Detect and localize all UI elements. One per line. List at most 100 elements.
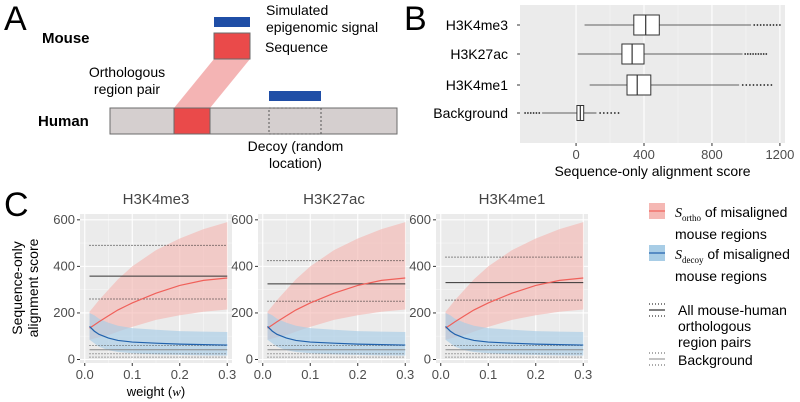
x-axis-label-close: ) (181, 384, 185, 399)
ortho-series-line (89, 277, 228, 329)
ortho-ribbon (445, 222, 584, 340)
legend-ortho-text: Sortho of misaligned mouse regions (675, 204, 787, 242)
y-axis-label-line2: alignment score (25, 238, 41, 337)
ortho-ribbon (267, 222, 406, 340)
outlier-point (752, 84, 755, 86)
mouse-label: Mouse (42, 30, 90, 47)
outlier-point (745, 84, 748, 86)
outlier-point (610, 112, 613, 114)
outlier-point (748, 84, 751, 86)
ortho-ribbon (89, 222, 228, 340)
outlier-point (757, 53, 760, 55)
decoy-series-line (267, 326, 406, 346)
y-tick-label: 0 (68, 352, 75, 367)
y-tick-label: 0 (424, 352, 431, 367)
orthologous-label: Orthologous region pair (88, 64, 166, 97)
outlier-point (617, 112, 620, 114)
outlier-point (746, 53, 749, 55)
box (621, 43, 645, 65)
facet-title: H3K4me1 (479, 191, 546, 208)
legend-decoy-prefix: S (675, 248, 682, 263)
legend-decoy-text: Sdecoy of misaligned mouse regions (675, 246, 790, 284)
y-tick-label: 200 (231, 305, 253, 320)
y-tick-label: 0 (246, 352, 253, 367)
x-tick-label: 0.0 (254, 367, 272, 382)
signal-label: Simulated epigenomic signal (266, 2, 379, 35)
outlier-point (779, 24, 781, 26)
x-tick-label: 400 (633, 147, 655, 162)
outlier-point (744, 53, 747, 55)
legend-ortho-prefix: S (675, 206, 682, 221)
outlier-point (759, 24, 762, 26)
outlier-point (741, 84, 744, 86)
ortho-series-line (445, 277, 584, 329)
x-tick-label: 0.0 (432, 367, 450, 382)
y-tick-label: 600 (53, 212, 75, 227)
x-tick-label: 0.3 (574, 367, 592, 382)
x-tick-label: 0 (572, 147, 579, 162)
outlier-point (759, 84, 762, 86)
x-tick-label: 0.2 (527, 367, 545, 382)
decoy-label: Decoy (random location) (247, 138, 344, 171)
box (626, 74, 652, 96)
orthologous-link (174, 59, 250, 108)
legend-decoy-sub: decoy (682, 254, 704, 265)
x-tick-label: 0.3 (396, 367, 414, 382)
legend-all-text: All mouse-human orthologous region pairs (678, 302, 787, 350)
ortho-series-line (267, 277, 406, 329)
outlier-point (775, 24, 778, 26)
y-axis-label: Sequence-onlyalignment score (9, 238, 41, 337)
outlier-point (756, 24, 759, 26)
outlier-point (763, 84, 766, 86)
sequence-label: Sequence (265, 39, 329, 55)
outlier-point (766, 84, 769, 86)
outlier-point (762, 24, 765, 26)
human-chromosome (109, 107, 398, 135)
outlier-point (613, 112, 616, 114)
outlier-point (770, 84, 773, 86)
legend-ortho-sub: ortho (682, 212, 701, 223)
decoy-series-line (445, 326, 584, 346)
x-tick-label: 0.1 (479, 367, 497, 382)
category-label: Background (433, 105, 508, 121)
panel-b-letter: B (404, 0, 427, 38)
panel-a-letter: A (4, 0, 27, 38)
legend-ortho-line2: mouse regions (675, 225, 767, 242)
outlier-point (606, 112, 609, 114)
panel-c-letter: C (4, 186, 29, 224)
outlier-point (766, 24, 768, 26)
legend-decoy-line2: mouse regions (675, 267, 767, 284)
outlier-point (753, 24, 756, 26)
decoy-box (268, 107, 322, 135)
box (633, 14, 660, 36)
category-label: H3K27ac (450, 46, 508, 62)
outlier-point (535, 112, 538, 114)
outlier-point (760, 53, 762, 55)
outlier-point (772, 24, 775, 26)
y-tick-label: 400 (53, 258, 75, 273)
panel-a-diagram (109, 17, 398, 135)
x-axis-label-text: weight ( (126, 384, 173, 399)
y-tick-label: 600 (231, 212, 253, 227)
outlier-point (599, 112, 602, 114)
outlier-point (538, 112, 541, 114)
outlier-point (754, 53, 757, 55)
boxplot-chart: 0 400 800 1200 H3K4me3 H3K27ac H3K4me1 Backgrou… (433, 5, 794, 179)
outlier-point (752, 53, 755, 55)
human-label: Human (38, 113, 89, 130)
x-tick-label: 1200 (765, 147, 794, 162)
mouse-signal-bar (214, 17, 250, 27)
legend-all-line2: orthologous (678, 318, 752, 334)
weight-line-charts: Sequence-onlyalignment score 0 200 400 600 0.… (9, 191, 592, 399)
outlier-point (532, 112, 535, 114)
legend-all-line1: All mouse-human (678, 302, 787, 318)
decoy-series-line (89, 326, 228, 346)
x-tick-label: 800 (701, 147, 723, 162)
human-signal-bar (269, 91, 321, 101)
outlier-point (762, 53, 765, 55)
outlier-point (769, 24, 772, 26)
human-sequence-box (173, 107, 211, 135)
y-tick-label: 400 (409, 258, 431, 273)
facet-title: H3K27ac (303, 191, 365, 208)
outlier-point (529, 112, 532, 114)
